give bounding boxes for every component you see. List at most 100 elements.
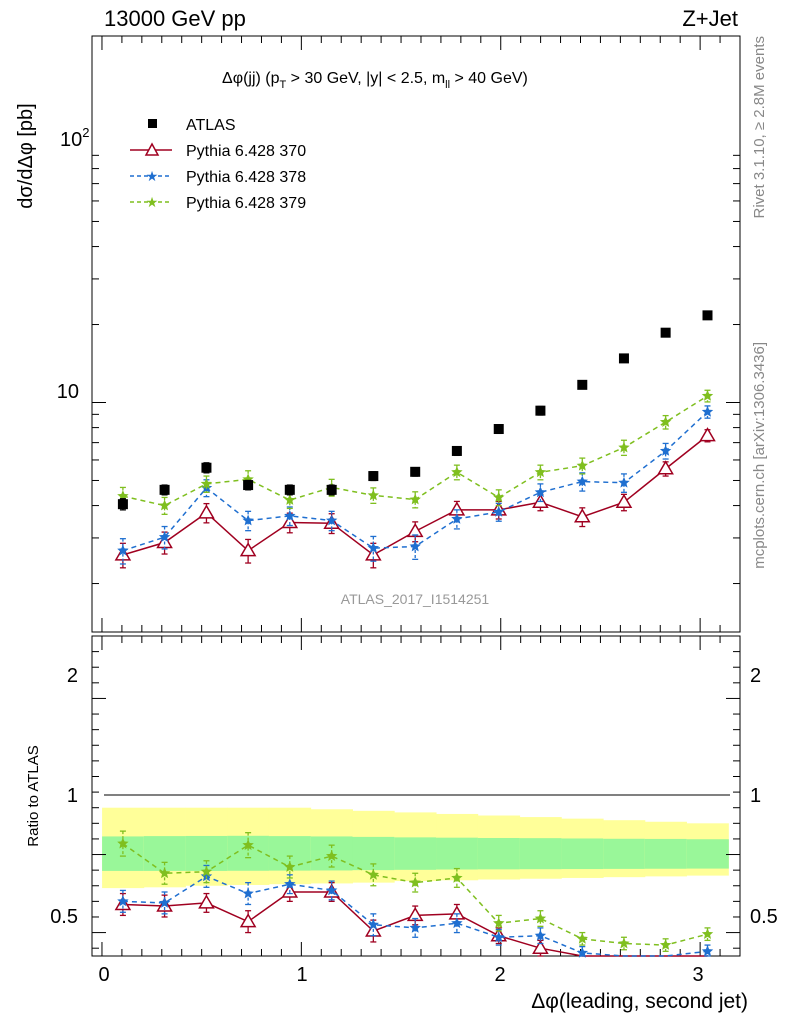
ratio-band-inner xyxy=(436,837,479,870)
main-point xyxy=(618,441,630,453)
legend: ATLAS Pythia 6.428 370 ★ Pythia 6.428 37… xyxy=(130,117,306,212)
main-point xyxy=(409,493,421,505)
ratio-point xyxy=(576,932,588,944)
ratio-ylabel: Ratio to ATLAS xyxy=(25,745,42,846)
ratio-point xyxy=(326,850,338,861)
legend-marker-370 xyxy=(144,142,160,156)
main-plot-panel: Δφ(jj) (pT > 30 GeV, |y| < 2.5, mll > 40… xyxy=(15,35,741,633)
ratio-point xyxy=(200,865,213,877)
main-point xyxy=(117,544,129,556)
ratio-point xyxy=(198,894,215,909)
ratio-band-inner xyxy=(644,838,687,869)
ratio-point xyxy=(618,937,630,949)
ratio-point xyxy=(239,913,257,928)
ratio-point xyxy=(451,872,463,883)
main-point xyxy=(284,494,296,505)
ratio-point xyxy=(659,939,672,950)
main-title-sub-pt: T xyxy=(280,79,287,91)
ratio-point xyxy=(326,884,338,896)
ratio-point xyxy=(367,868,379,880)
ratio-point xyxy=(409,876,421,888)
xtick-label-1: 1 xyxy=(296,964,307,986)
ratio-point xyxy=(242,887,254,899)
main-point xyxy=(158,531,171,542)
legend-label-370: Pythia 6.428 370 xyxy=(186,143,306,160)
main-plot-frame xyxy=(91,35,741,633)
xtick-label-2: 2 xyxy=(494,964,505,986)
side-label-bottom: mcplots.cern.ch [arXiv:1306.3436] xyxy=(751,342,768,569)
main-point xyxy=(243,480,254,491)
header-right: Z+Jet xyxy=(682,6,738,31)
main-point xyxy=(615,493,633,508)
main-point xyxy=(699,427,716,442)
xtick-label-0: 0 xyxy=(98,964,109,986)
side-label-top: Rivet 3.1.10, ≥ 2.8M events xyxy=(751,36,768,219)
ratio-point xyxy=(576,946,588,958)
main-point xyxy=(451,445,462,456)
main-point xyxy=(618,476,630,488)
main-point xyxy=(198,504,215,519)
main-point xyxy=(573,508,591,523)
main-point xyxy=(659,416,672,427)
main-point xyxy=(534,466,547,478)
header-left: 13000 GeV pp xyxy=(104,6,246,31)
ratio-point xyxy=(367,918,379,930)
ratio-ytick-05-left: 0.5 xyxy=(50,906,78,928)
ratio-point xyxy=(284,878,296,889)
ratio-band-inner xyxy=(603,838,646,869)
main-series xyxy=(117,405,714,565)
ratio-ytick-2-left: 2 xyxy=(67,665,78,687)
ratio-point xyxy=(409,921,421,933)
ratio-series xyxy=(117,864,714,958)
main-point xyxy=(284,484,295,495)
main-point xyxy=(368,471,379,482)
ytick-label-100-exp: 2 xyxy=(82,125,89,140)
ratio-band-inner xyxy=(143,836,186,871)
main-title-part-a: Δφ(jj) (p xyxy=(222,70,280,87)
ratio-point xyxy=(242,839,254,850)
legend-marker-atlas xyxy=(148,119,157,128)
main-point xyxy=(326,514,338,526)
ratio-series xyxy=(117,830,714,952)
legend-label-atlas: ATLAS xyxy=(186,117,236,134)
ratio-band-inner xyxy=(686,839,729,869)
main-point xyxy=(493,491,505,503)
main-point xyxy=(284,509,296,521)
ratio-point xyxy=(117,837,129,849)
main-point xyxy=(660,327,671,338)
ratio-plot-panel: Ratio to ATLAS 2 1 0.5 2 1 0.5 0 1 2 3 Δ… xyxy=(25,635,778,1013)
ratio-point xyxy=(532,939,549,954)
main-title-part-b: > 30 GeV, |y| < 2.5, m xyxy=(286,70,445,87)
ratio-ytick-05-right: 0.5 xyxy=(750,906,778,928)
main-point xyxy=(117,499,128,510)
main-point xyxy=(576,459,588,471)
ratio-band-inner xyxy=(519,838,562,870)
main-point xyxy=(535,405,546,416)
main-point xyxy=(577,379,588,390)
main-point xyxy=(242,514,254,526)
main-title-sub-ll: ll xyxy=(445,79,450,91)
ratio-point xyxy=(158,867,171,879)
ratio-point xyxy=(117,895,129,907)
legend-marker-379: ★ xyxy=(146,194,159,210)
ratio-point xyxy=(493,917,505,929)
ratio-series-line xyxy=(122,842,708,946)
ratio-point xyxy=(284,861,296,872)
main-title: Δφ(jj) (pT > 30 GeV, |y| < 2.5, mll > 40… xyxy=(222,70,528,91)
ratio-point xyxy=(701,945,714,957)
main-point xyxy=(618,353,629,364)
main-point xyxy=(659,445,672,456)
main-point xyxy=(367,542,379,553)
main-point xyxy=(576,475,588,487)
ratio-point xyxy=(534,929,547,941)
main-ylabel: dσ/dΔφ [pb] xyxy=(15,103,37,208)
main-point xyxy=(493,505,505,517)
ytick-label-100: 102 xyxy=(60,125,89,151)
main-point xyxy=(200,477,213,489)
legend-label-378: Pythia 6.428 378 xyxy=(186,169,306,186)
main-point xyxy=(409,540,421,552)
main-point xyxy=(701,405,714,417)
main-point xyxy=(159,484,170,495)
main-point xyxy=(493,424,504,435)
